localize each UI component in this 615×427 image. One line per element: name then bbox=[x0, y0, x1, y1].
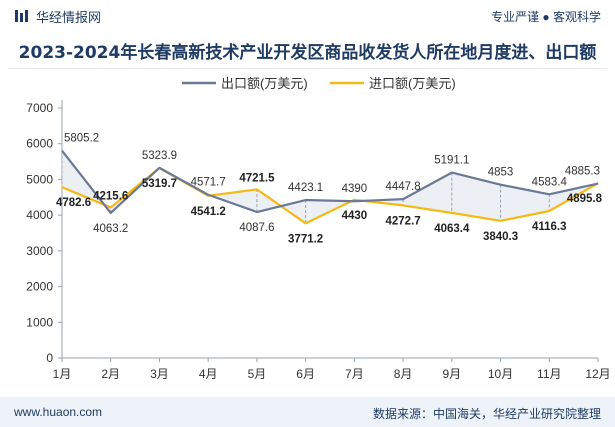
x-tick-label: 6月 bbox=[296, 367, 315, 381]
y-tick-label: 3000 bbox=[26, 244, 53, 258]
import-data-label: 4430 bbox=[342, 210, 368, 222]
import-data-label: 4116.3 bbox=[532, 221, 567, 233]
title-bar: 2023-2024年长春高新技术产业开发区商品收发货人所在地月度进、出口额 bbox=[8, 32, 607, 69]
x-tick-label: 4月 bbox=[199, 367, 218, 381]
legend-export-label: 出口额(万美元) bbox=[221, 76, 308, 91]
export-series-line bbox=[61, 149, 599, 214]
x-tick-label: 5月 bbox=[248, 367, 267, 381]
import-data-label: 3771.2 bbox=[288, 233, 323, 245]
x-tick-label: 3月 bbox=[150, 367, 169, 381]
export-data-label: 5323.9 bbox=[142, 150, 177, 162]
import-data-label: 5319.7 bbox=[142, 178, 177, 190]
import-data-label: 4721.5 bbox=[239, 172, 275, 184]
brand[interactable]: 华经情报网 bbox=[14, 7, 101, 25]
export-data-label: 4447.8 bbox=[385, 181, 420, 193]
export-data-label: 5191.1 bbox=[434, 155, 469, 167]
export-data-label: 4063.2 bbox=[93, 223, 128, 235]
x-tick-label: 11月 bbox=[537, 367, 561, 381]
legend-import-label: 进口额(万美元) bbox=[369, 76, 456, 91]
y-tick-label: 6000 bbox=[26, 137, 53, 151]
site-url[interactable]: www.huaon.com bbox=[14, 405, 103, 419]
import-data-label: 4541.2 bbox=[191, 206, 226, 218]
y-tick-label: 4000 bbox=[26, 208, 53, 222]
x-tick-label: 1月 bbox=[53, 367, 72, 381]
data-source: 数据来源：中国海关，华经产业研究院整理 bbox=[372, 407, 601, 421]
chart-area: 0 1000 2000 3000 4000 5000 6000 7000 1月 2月 3月 4月 5月 6… bbox=[0, 68, 615, 393]
export-data-label: 4087.6 bbox=[239, 222, 274, 234]
import-data-label: 4063.4 bbox=[434, 223, 470, 235]
import-data-label: 3840.3 bbox=[483, 231, 518, 243]
x-tick-label: 12月 bbox=[585, 367, 610, 381]
x-tick-label: 9月 bbox=[442, 367, 461, 381]
huajing-logo-icon bbox=[15, 10, 28, 22]
x-tick-label: 2月 bbox=[101, 367, 120, 381]
chart-title: 2023-2024年长春高新技术产业开发区商品收发货人所在地月度进、出口额 bbox=[18, 42, 597, 63]
export-data-label: 4571.7 bbox=[191, 177, 226, 189]
x-tick-label: 8月 bbox=[394, 367, 413, 381]
series-gap-band bbox=[62, 150, 598, 224]
top-bar: 华经情报网 专业严谨 ● 客观科学 bbox=[0, 0, 615, 32]
import-data-label: 4895.8 bbox=[567, 193, 603, 205]
y-tick-label: 7000 bbox=[26, 101, 53, 115]
export-data-label: 4583.4 bbox=[532, 176, 568, 188]
export-data-label: 4423.1 bbox=[288, 182, 323, 194]
line-chart: 0 1000 2000 3000 4000 5000 6000 7000 1月 2月 3月 4月 5月 6… bbox=[26, 76, 610, 381]
import-data-label: 4215.6 bbox=[93, 190, 128, 202]
y-tick-label: 1000 bbox=[26, 315, 53, 329]
export-data-label: 5805.2 bbox=[64, 133, 99, 145]
export-data-label: 4885.3 bbox=[565, 166, 600, 178]
y-tick-label: 0 bbox=[46, 351, 53, 365]
brand-name: 华经情报网 bbox=[36, 9, 102, 25]
y-tick-label: 5000 bbox=[26, 172, 53, 186]
footer-bar: www.huaon.com 数据来源：中国海关，华经产业研究院整理 bbox=[0, 397, 615, 427]
import-data-label: 4272.7 bbox=[385, 215, 420, 227]
x-tick-label: 10月 bbox=[488, 367, 513, 381]
import-data-label: 4782.6 bbox=[56, 197, 91, 209]
y-tick-label: 2000 bbox=[26, 280, 53, 294]
x-tick-label: 7月 bbox=[345, 367, 364, 381]
export-data-label: 4853 bbox=[488, 167, 514, 179]
slogan: 专业严谨 ● 客观科学 bbox=[491, 10, 601, 24]
export-data-label: 4390 bbox=[342, 183, 368, 195]
